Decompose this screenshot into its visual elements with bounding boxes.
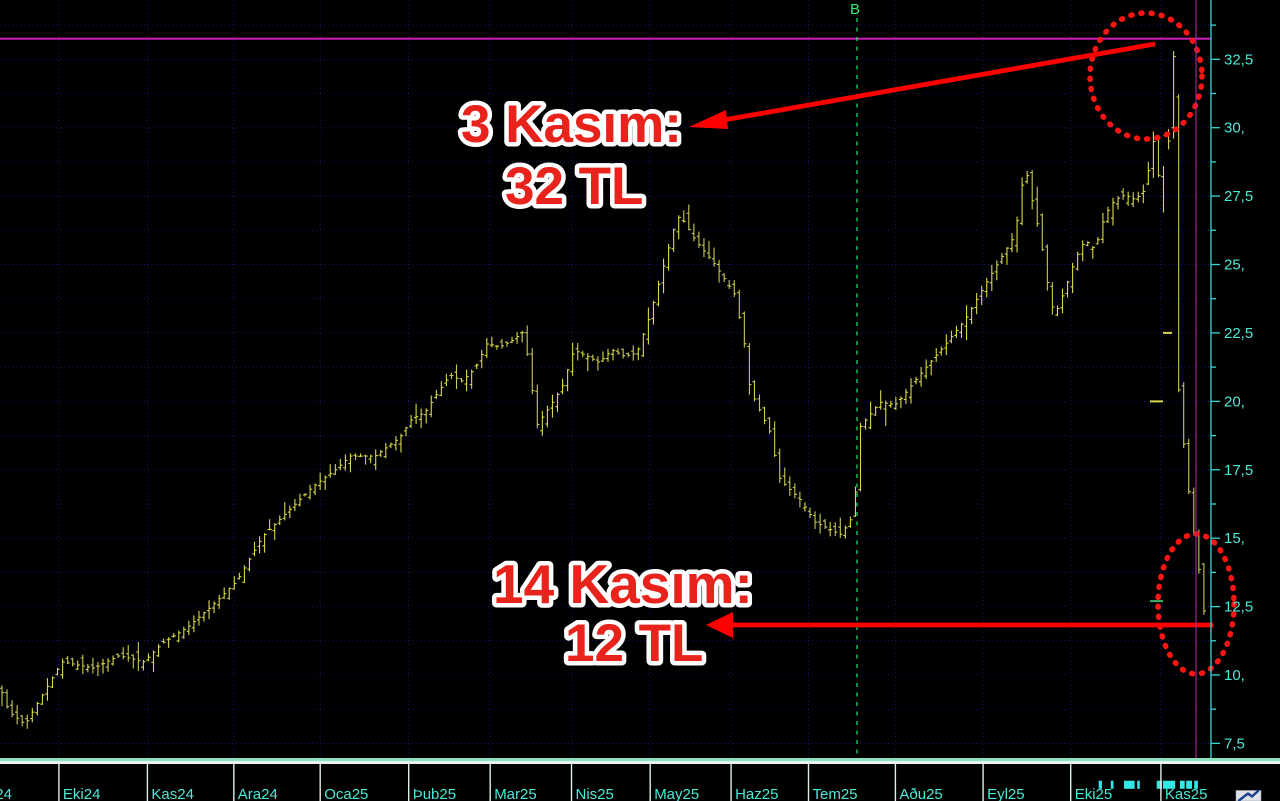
svg-text:Eki25: Eki25 (1075, 786, 1113, 801)
svg-text:14 Kasım:: 14 Kasım: (493, 553, 753, 615)
svg-text:Oca25: Oca25 (324, 786, 368, 801)
svg-text:Ara24: Ara24 (238, 786, 278, 801)
svg-text:32,5: 32,5 (1224, 51, 1253, 68)
svg-text:Kas25: Kas25 (1165, 786, 1208, 801)
svg-text:Eyl25: Eyl25 (987, 786, 1025, 801)
svg-text:Aðu25: Aðu25 (899, 786, 942, 801)
svg-text:32 TL: 32 TL (505, 157, 643, 216)
svg-text:15,: 15, (1224, 530, 1245, 547)
svg-text:12,5: 12,5 (1224, 599, 1253, 616)
svg-text:Mar25: Mar25 (494, 786, 537, 801)
svg-text:27,5: 27,5 (1224, 188, 1253, 205)
svg-text:7,5: 7,5 (1224, 735, 1245, 752)
svg-text:Haz25: Haz25 (735, 786, 778, 801)
svg-text:22,5: 22,5 (1224, 325, 1253, 342)
svg-text:10,: 10, (1224, 667, 1245, 684)
svg-text:Tem25: Tem25 (813, 786, 858, 801)
svg-text:12 TL: 12 TL (565, 614, 703, 673)
svg-text:Eyl24: Eyl24 (0, 786, 12, 801)
svg-text:May25: May25 (654, 786, 699, 801)
svg-text:30,: 30, (1224, 120, 1245, 137)
svg-text:20,: 20, (1224, 393, 1245, 410)
svg-text:3 Kasım:: 3 Kasım: (461, 95, 682, 154)
svg-text:Nis25: Nis25 (576, 786, 614, 801)
svg-text:Kas24: Kas24 (151, 786, 194, 801)
svg-text:Eki24: Eki24 (63, 786, 101, 801)
svg-text:B: B (850, 1, 860, 18)
svg-text:Þub25: Þub25 (413, 786, 456, 801)
svg-text:17,5: 17,5 (1224, 462, 1253, 479)
svg-text:25,: 25, (1224, 257, 1245, 274)
